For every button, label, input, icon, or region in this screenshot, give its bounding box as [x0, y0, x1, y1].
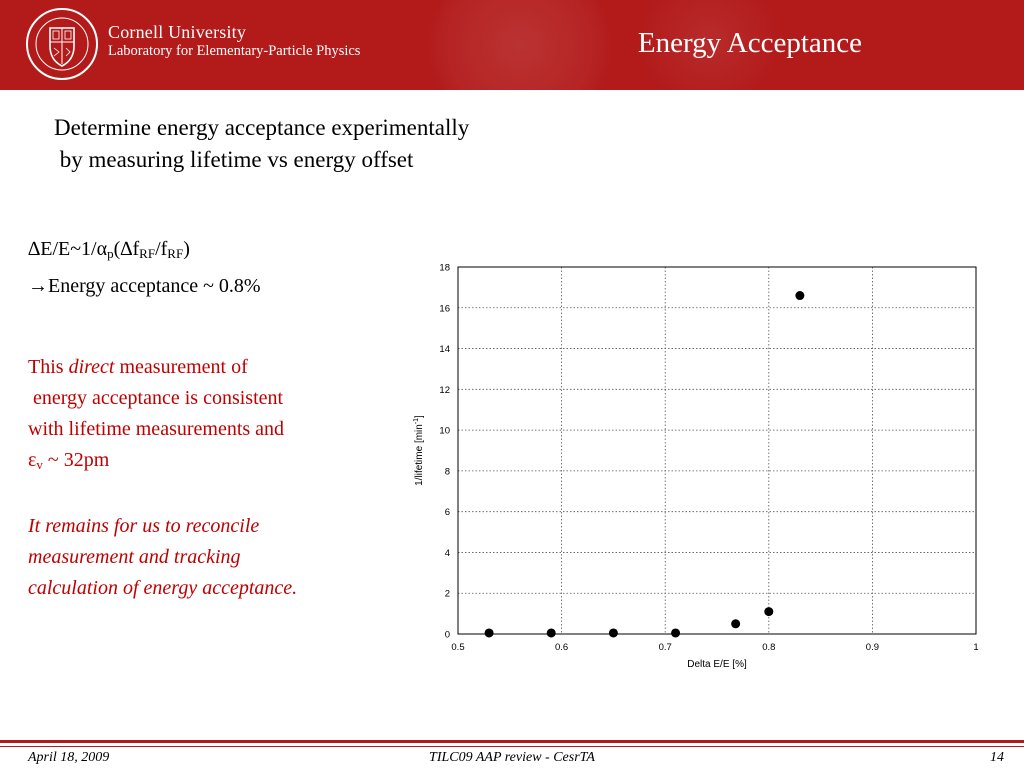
formula-sub-p: p: [107, 246, 114, 261]
header-bar: Cornell University Laboratory for Elemen…: [0, 0, 1024, 90]
text-run: measurement and tracking: [28, 546, 241, 568]
conclusion-line: energy acceptance is consistent: [28, 387, 284, 409]
reconcile-line: measurement and tracking: [28, 542, 408, 573]
intro-line-2: by measuring lifetime vs energy offset: [54, 147, 414, 172]
text-run: calculation of energy acceptance.: [28, 577, 298, 599]
footer-date: April 18, 2009: [28, 750, 110, 765]
seal-watermark-secondary: [640, 0, 780, 90]
formula-line-2: →Energy acceptance ~ 0.8%: [28, 275, 261, 297]
data-point: [795, 291, 805, 301]
conclusion-text: This direct measurement of energy accept…: [28, 352, 408, 604]
seal-watermark: [420, 0, 620, 90]
y-tick-label: 18: [439, 263, 450, 274]
emphasis-direct: direct: [68, 356, 115, 378]
y-tick-label: 8: [445, 466, 450, 477]
chart-grid: [458, 267, 976, 634]
y-tick-label: 6: [445, 507, 450, 518]
y-tick-label: 0: [445, 630, 450, 641]
text-run: ~ 32pm: [42, 449, 110, 471]
y-axis-label: 1/lifetime [min-1]: [413, 415, 425, 486]
formula-block: ∆E/E~1/αp(∆fRF/fRF) →Energy acceptance ~…: [28, 233, 261, 302]
text-run: measurement of: [114, 356, 248, 378]
data-point: [764, 607, 774, 617]
x-tick-labels: 0.5 0.6 0.7 0.8 0.9 1: [451, 642, 978, 653]
formula-part: (∆f: [113, 238, 140, 260]
y-axis-label-close: ]: [414, 415, 425, 418]
formula-part: ∆E/E~1/α: [28, 238, 108, 260]
data-point: [731, 619, 741, 629]
plot-frame: [457, 266, 977, 635]
paragraph-gap: [28, 480, 408, 511]
y-axis-label-text: 1/lifetime [min: [414, 424, 425, 486]
y-tick-label: 16: [439, 303, 450, 314]
data-point: [546, 628, 556, 638]
data-point: [484, 628, 494, 638]
data-point: [671, 628, 681, 638]
reconcile-line: calculation of energy acceptance.: [28, 573, 408, 604]
y-tick-label: 4: [445, 548, 450, 559]
formula-sub-rf: RF: [139, 246, 156, 261]
y-tick-label: 10: [439, 426, 450, 437]
formula-part: ): [183, 238, 190, 260]
university-name: Cornell University: [108, 22, 247, 42]
cornell-shield-seal-icon: [26, 8, 98, 80]
formula-sub-rf: RF: [167, 246, 184, 261]
y-axis-label-sup: -1: [413, 418, 420, 424]
data-points: [484, 291, 805, 638]
y-tick-label: 14: [439, 344, 450, 355]
page-number: 14: [990, 750, 1004, 765]
x-tick-label: 0.8: [762, 642, 775, 653]
y-tick-label: 2: [445, 589, 450, 600]
text-run: This: [28, 356, 69, 378]
x-tick-label: 0.6: [555, 642, 568, 653]
conclusion-line: εv ~ 32pm: [28, 445, 408, 480]
x-tick-label: 1: [973, 642, 978, 653]
y-tick-label: 12: [439, 385, 450, 396]
x-tick-label: 0.9: [866, 642, 879, 653]
reconcile-line: It remains for us to reconcile: [28, 511, 408, 542]
slide-title: Energy Acceptance: [637, 27, 862, 59]
text-run: ε: [28, 449, 37, 471]
formula-part: /f: [155, 238, 168, 260]
conclusion-line: This direct measurement of: [28, 352, 408, 383]
emittance-sub: v: [36, 457, 43, 472]
intro-line-1: Determine energy acceptance experimental…: [54, 115, 470, 140]
footer-rule: [0, 740, 1024, 743]
x-tick-label: 0.5: [451, 642, 464, 653]
x-axis-label: Delta E/E [%]: [687, 659, 747, 670]
intro-text: Determine energy acceptance experimental…: [54, 112, 469, 176]
data-point: [608, 628, 618, 638]
y-tick-labels: 0 2 4 6 8 10 12 14 16 18: [439, 263, 450, 641]
lifetime-chart: 0.5 0.6 0.7 0.8 0.9 1 0 2 4 6 8 10 12 14 16 18 Delta E…: [413, 263, 979, 671]
lab-name: Laboratory for Elementary-Particle Physi…: [108, 43, 361, 59]
formula-line-1: ∆E/E~1/αp(∆fRF/fRF): [28, 233, 261, 270]
footer-title: TILC09 AAP review - CesrTA: [429, 750, 595, 765]
x-tick-label: 0.7: [659, 642, 672, 653]
text-run: It remains for us to reconcile: [28, 515, 260, 537]
conclusion-line: with lifetime measurements and: [28, 418, 285, 440]
footer-rule-thin: [0, 746, 1024, 747]
